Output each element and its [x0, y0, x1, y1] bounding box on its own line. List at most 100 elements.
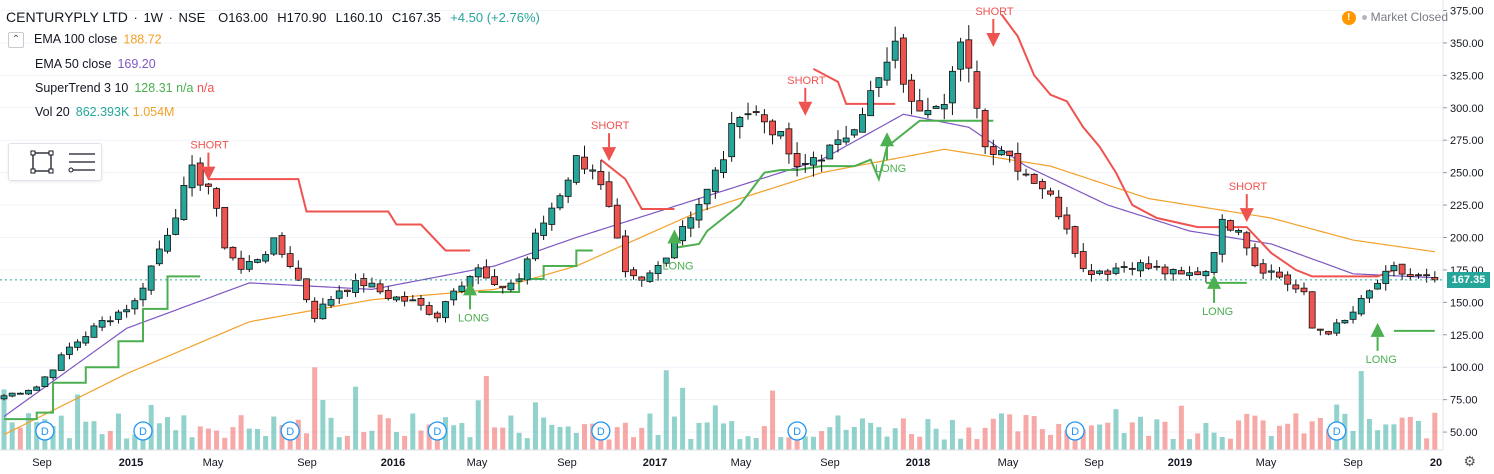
volume-bar [663, 370, 669, 450]
gear-icon[interactable]: ⚙ [1463, 453, 1476, 469]
volume-bar [1056, 424, 1062, 450]
open-value: O163.00 [218, 10, 268, 25]
supertrend-segment [4, 275, 201, 421]
volume-bar [974, 439, 980, 450]
dividend-label: D [1333, 426, 1341, 438]
supertrend-segment [478, 249, 593, 293]
candle [810, 151, 817, 177]
candle-body [908, 79, 915, 102]
candle-body [818, 159, 826, 162]
volume-bar [631, 437, 637, 450]
candle [1276, 266, 1283, 279]
supertrend-signals: SHORT LONG SHORT LONG SHORT LONG SHORT LONG SHOR… [190, 6, 1396, 366]
indicator-row-ema50[interactable]: EMA 50 close 169.20 [35, 57, 156, 71]
market-status[interactable]: ! Market Closed [1341, 10, 1448, 25]
candle [1096, 269, 1104, 276]
volume-bar [1170, 439, 1176, 450]
warning-icon[interactable]: ! [1341, 10, 1356, 25]
x-tick-label: 2015 [119, 457, 143, 469]
arrow-up-icon [880, 132, 895, 147]
x-tick-label: May [731, 457, 752, 469]
candle-body [450, 290, 458, 301]
volume-bar [467, 437, 473, 450]
x-tick-label: May [998, 457, 1019, 469]
volume-bar [426, 424, 432, 450]
volume-bar [835, 415, 841, 450]
candle [1243, 231, 1251, 256]
y-tick-label: 250.00 [1450, 168, 1484, 180]
signal-label: LONG [662, 260, 693, 272]
volume-bar [671, 416, 677, 450]
volume-bar [876, 427, 882, 450]
symbol-name[interactable]: CENTURYPLY LTD [6, 9, 128, 25]
candle [474, 264, 482, 285]
candle [368, 277, 376, 288]
candle-body [1137, 262, 1144, 272]
ema100-path [3, 148, 1435, 436]
volume-bar [344, 435, 350, 450]
candle-body [507, 282, 515, 291]
volume-bar [369, 430, 375, 450]
candle [932, 104, 940, 109]
candle [294, 260, 302, 281]
volume-bar [1080, 429, 1086, 450]
candle-body [957, 41, 965, 70]
volume-bar [998, 413, 1004, 450]
candle [556, 193, 564, 211]
candle-body [66, 346, 73, 355]
candle [924, 97, 932, 118]
volume-bar [75, 394, 81, 450]
candle-body [1047, 190, 1054, 195]
candle [360, 273, 368, 293]
candle-body [1071, 226, 1079, 254]
candle [433, 311, 441, 323]
volume-bar [1285, 423, 1291, 450]
indicator-row-volume[interactable]: Vol 20 862.393K 1.054M [35, 105, 174, 119]
change-value: +4.50 (+2.76%) [450, 10, 540, 25]
volume-bar [115, 413, 121, 450]
candle-body [1333, 322, 1341, 334]
candle [1251, 243, 1259, 268]
volume-bar [843, 429, 849, 450]
candle [1071, 225, 1079, 258]
candle [1210, 252, 1218, 276]
indicator-row-supertrend[interactable]: SuperTrend 3 10 128.31 n/a n/a [35, 81, 214, 95]
candle-body [1276, 271, 1283, 278]
candle-body [1357, 297, 1365, 315]
candle [515, 273, 523, 282]
volume-bar [1162, 421, 1168, 450]
volume-bar [377, 414, 383, 450]
candle-body [254, 259, 261, 263]
candle [82, 331, 90, 346]
list-settings-icon[interactable] [68, 153, 95, 173]
rectangle-select-icon[interactable] [30, 150, 54, 174]
candle [1137, 259, 1144, 278]
price-axis: 50.0075.00100.00125.00150.00175.00200.00… [1442, 0, 1494, 474]
candle-body [769, 120, 776, 136]
candle [769, 119, 776, 145]
candle [1088, 263, 1095, 282]
volume-bar [328, 417, 334, 450]
candle-body [1030, 173, 1038, 184]
signal-label: SHORT [787, 75, 826, 87]
candle-body [613, 204, 621, 239]
candle [687, 211, 695, 237]
indicator-row-ema100[interactable]: ⌃ EMA 100 close 188.72 [8, 32, 162, 48]
volume-bar [1301, 433, 1307, 450]
candle-body [801, 162, 809, 165]
candle-body [1014, 152, 1022, 172]
candle-body [1415, 274, 1422, 277]
volume-bar [107, 430, 113, 450]
arrow-up-icon [667, 229, 682, 244]
volume-bar [165, 417, 171, 450]
candle-body [1128, 267, 1136, 270]
chevron-up-icon[interactable]: ⌃ [8, 32, 24, 48]
y-tick-label: 350.00 [1450, 38, 1484, 50]
candle [1145, 256, 1153, 270]
candle-body [1145, 263, 1153, 269]
candle-body [1161, 266, 1169, 275]
volume-bar [622, 422, 628, 450]
volume-bar [304, 433, 310, 450]
candle-body [1227, 220, 1234, 231]
